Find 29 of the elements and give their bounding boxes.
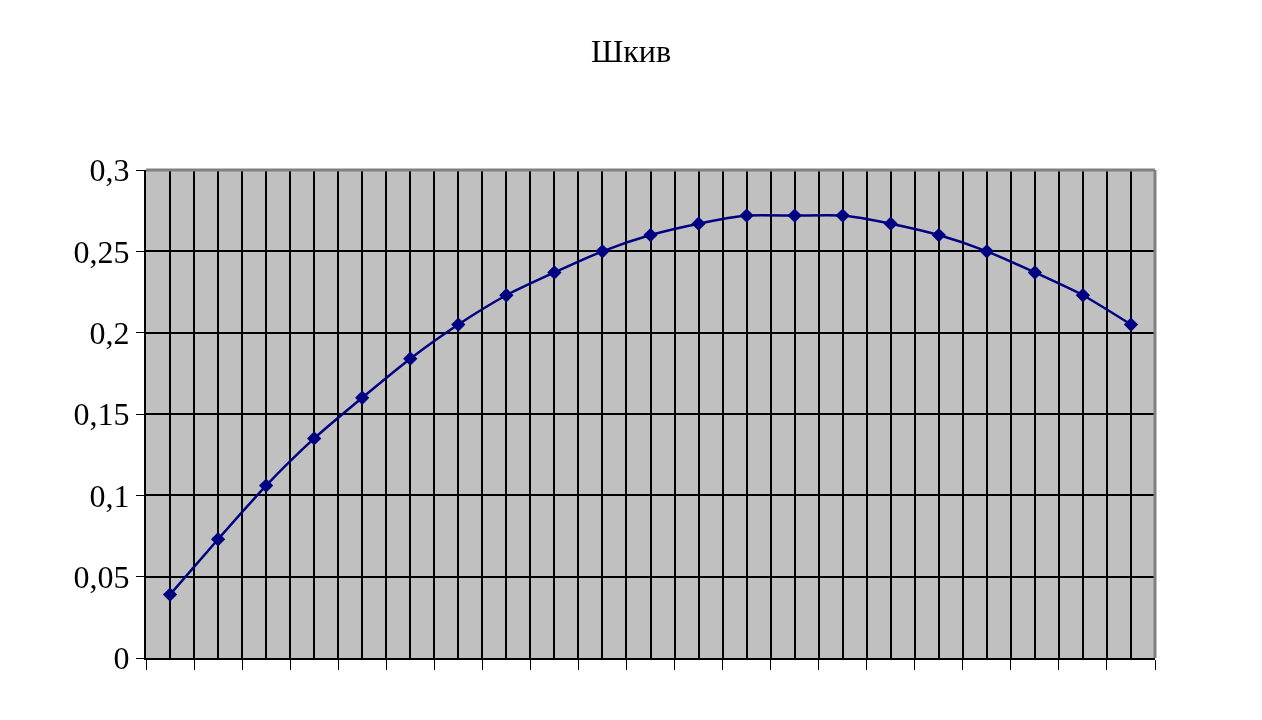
point [787,208,802,223]
point [547,265,562,280]
point [979,244,994,259]
point [739,208,754,223]
y-tick-label: 0,15 [73,396,130,433]
y-tick-label: 0,25 [73,233,130,270]
point [1123,317,1139,332]
point [162,587,178,602]
point [835,208,850,223]
point [883,216,898,231]
y-tick-label: 0,3 [89,152,130,189]
chart-title: Шкив [590,32,672,69]
point [691,216,706,231]
point [1075,288,1091,303]
point [643,227,658,243]
y-tick-label: 0,2 [89,314,130,351]
point [595,244,610,259]
point [210,532,226,547]
y-tick-label: 0,05 [73,558,130,595]
point [258,478,274,493]
point [307,431,322,446]
point [1027,265,1043,280]
point [403,351,418,366]
y-tick-label: 0 [113,640,130,677]
point [499,288,514,303]
point [451,317,466,332]
point [931,227,946,243]
y-tick-label: 0,1 [89,477,130,514]
point [355,390,370,405]
